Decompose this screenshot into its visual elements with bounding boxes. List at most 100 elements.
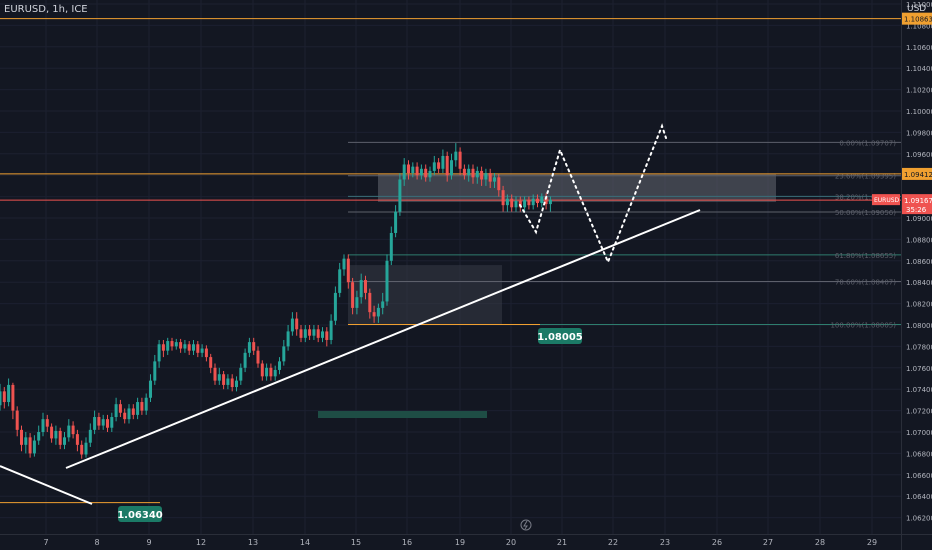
x-tick-label: 12 [196, 538, 206, 547]
candle-body [514, 200, 518, 208]
x-tick-label: 23 [660, 538, 670, 547]
candle-body [213, 367, 217, 381]
candle-body [174, 342, 178, 347]
candle-body [445, 155, 449, 176]
candle-body [140, 402, 144, 411]
candle-body [286, 331, 290, 347]
annotations: 1.08005 1.06340 [117, 328, 583, 531]
candle-body [235, 380, 238, 388]
candle-body [161, 344, 165, 351]
fib-label: 100.00%(1.08005) [830, 321, 896, 329]
candle-body [484, 173, 488, 180]
x-tick-label: 27 [763, 538, 773, 547]
y-tick-label: 1.08800 [906, 236, 932, 244]
trend-line-up [65, 209, 701, 469]
annotation-108005-bg [538, 328, 582, 344]
trend-line-down [0, 465, 93, 505]
candle-body [342, 258, 346, 270]
candle-body [398, 179, 402, 212]
price-label-bg [902, 167, 932, 180]
candle-body [84, 442, 88, 455]
y-tick-label: 1.07000 [906, 429, 932, 437]
annotation-106340: 1.06340 [117, 510, 163, 521]
candle-body [376, 307, 380, 317]
y-tick-label: 1.07200 [906, 408, 932, 416]
candle-body [192, 344, 195, 351]
y-tick-label: 1.08200 [906, 301, 932, 309]
candle-body [333, 292, 337, 321]
candle-body [149, 380, 152, 398]
candle-body [527, 199, 531, 206]
candle-body [359, 280, 363, 298]
candle-body [510, 198, 514, 208]
candle-body [407, 164, 410, 174]
candle-body [204, 348, 208, 358]
projection-path [519, 123, 667, 265]
candle-body [7, 384, 11, 403]
chart-title: EURUSD, 1h, ICE [4, 4, 88, 15]
candle-body [58, 430, 62, 445]
candle-body [488, 173, 492, 182]
candle-body [467, 168, 471, 176]
candle-body [260, 363, 264, 377]
candle-body [50, 426, 54, 439]
horizontal-levels [0, 18, 901, 504]
candle-body [67, 425, 71, 438]
candle-body [256, 350, 260, 364]
y-tick-label: 1.06600 [906, 472, 932, 480]
candle-body [480, 170, 484, 180]
candle-body [462, 168, 466, 176]
candle-body [308, 329, 312, 336]
lightning-icon[interactable] [520, 519, 532, 531]
candles [0, 143, 552, 459]
candle-body [544, 196, 548, 205]
y-tick-label: 1.10000 [906, 108, 932, 116]
candle-body [450, 160, 453, 176]
y-tick-label: 1.07600 [906, 365, 932, 373]
candle-body [531, 198, 535, 206]
candle-body [505, 198, 509, 206]
candle-body [239, 367, 243, 381]
x-tick-label: 19 [455, 538, 465, 547]
candle-body [278, 361, 281, 370]
candle-body [351, 282, 355, 308]
candle-body [179, 342, 183, 349]
x-tick-label: 7 [43, 538, 48, 547]
candle-body [0, 391, 2, 406]
candle-body [269, 367, 273, 377]
candle-body [41, 419, 45, 432]
time-axis[interactable]: 7 8 9 12 13 14 15 16 19 20 21 22 23 26 27 28 29 [0, 534, 932, 548]
fib-label: 78.60%(1.08407) [835, 278, 896, 286]
candle-body [437, 162, 441, 169]
candle-body [187, 344, 191, 351]
current-price-bg [902, 194, 932, 215]
y-tick-label: 1.09800 [906, 129, 932, 137]
candle-body [419, 168, 423, 176]
price-axis[interactable]: 1.11000 1.10800 1.10600 1.10400 1.10200 1.100… [872, 0, 932, 550]
candle-body [63, 437, 66, 445]
y-tick-label: 1.10200 [906, 87, 932, 95]
candle-body [389, 232, 393, 261]
candle-body [411, 166, 415, 174]
target-zone [318, 411, 487, 418]
fib-label: 23.60%(1.09395) [835, 173, 896, 181]
y-tick-label: 1.06400 [906, 493, 932, 501]
candle-body [217, 374, 221, 381]
candle-body [157, 344, 161, 362]
lightning-glyph [523, 520, 528, 530]
candle-body [346, 258, 350, 283]
current-price-label: 1.09167 [904, 197, 932, 205]
candle-body [265, 367, 269, 377]
symbol-label-bg [872, 194, 900, 206]
candle-body [536, 198, 539, 204]
candle-body [2, 391, 6, 403]
candle-body [45, 419, 49, 427]
x-tick-label: 21 [557, 538, 567, 547]
candle-body [402, 164, 406, 180]
candle-body [11, 384, 15, 411]
price-label: 1.09412 [904, 171, 932, 179]
candle-body [299, 329, 303, 338]
x-tick-label: 22 [608, 538, 618, 547]
fib-label: 38.20%(1.09202) [835, 193, 896, 201]
